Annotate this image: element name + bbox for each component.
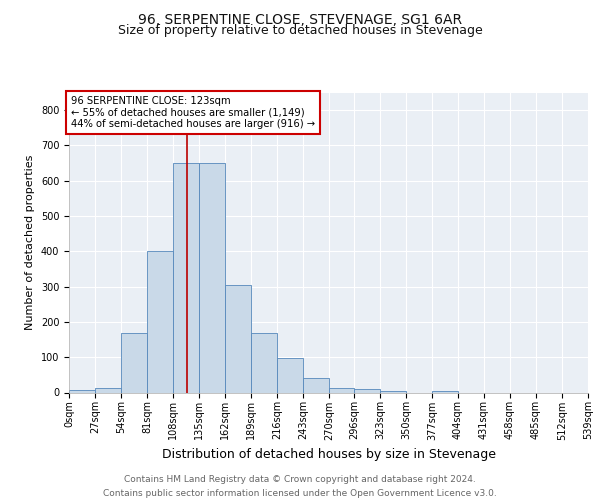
Text: Size of property relative to detached houses in Stevenage: Size of property relative to detached ho… bbox=[118, 24, 482, 37]
Bar bbox=[147, 252, 173, 392]
Bar bbox=[199, 163, 225, 392]
Bar bbox=[69, 390, 95, 392]
Bar bbox=[121, 332, 147, 392]
Bar bbox=[354, 389, 380, 392]
Bar bbox=[329, 388, 354, 392]
Text: Contains HM Land Registry data © Crown copyright and database right 2024.
Contai: Contains HM Land Registry data © Crown c… bbox=[103, 476, 497, 498]
X-axis label: Distribution of detached houses by size in Stevenage: Distribution of detached houses by size … bbox=[161, 448, 496, 461]
Bar bbox=[432, 390, 458, 392]
Bar bbox=[277, 358, 303, 392]
Bar bbox=[380, 390, 406, 392]
Text: 96, SERPENTINE CLOSE, STEVENAGE, SG1 6AR: 96, SERPENTINE CLOSE, STEVENAGE, SG1 6AR bbox=[138, 12, 462, 26]
Bar bbox=[251, 332, 277, 392]
Bar bbox=[225, 285, 251, 393]
Bar bbox=[95, 388, 121, 392]
Y-axis label: Number of detached properties: Number of detached properties bbox=[25, 155, 35, 330]
Text: 96 SERPENTINE CLOSE: 123sqm
← 55% of detached houses are smaller (1,149)
44% of : 96 SERPENTINE CLOSE: 123sqm ← 55% of det… bbox=[71, 96, 315, 129]
Bar bbox=[173, 163, 199, 392]
Bar bbox=[303, 378, 329, 392]
